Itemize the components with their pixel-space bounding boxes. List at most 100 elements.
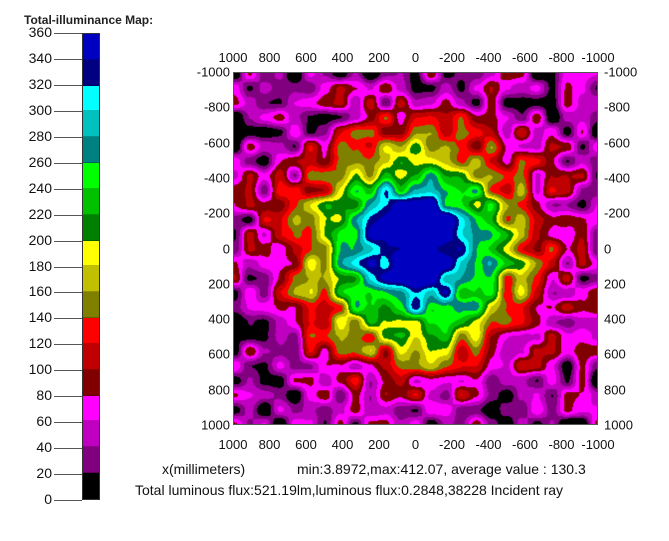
colorbar (82, 33, 100, 500)
x-tick-top: -800 (548, 50, 575, 65)
colorbar-tick-mark (54, 84, 82, 86)
colorbar-tick-mark (54, 33, 82, 34)
colorbar-tick-mark (54, 344, 82, 346)
x-axis-label: x(millimeters) (162, 461, 246, 477)
colorbar-tick-mark (54, 162, 82, 164)
flux-text: Total luminous flux:521.19lm,luminous fl… (135, 482, 564, 498)
x-tick-bottom: 800 (258, 437, 281, 452)
colorbar-tick-mark (54, 318, 82, 320)
x-tick-top: 800 (258, 50, 281, 65)
y-tick-right: 600 (604, 346, 626, 362)
colorbar-tick-label: 240 (28, 179, 52, 196)
colorbar-band (83, 85, 99, 112)
colorbar-tick-mark (54, 448, 82, 450)
x-tick-bottom: 600 (295, 437, 317, 452)
y-tick-right: -200 (604, 205, 631, 221)
stats-text: min:3.8972,max:412.07, average value : 1… (297, 461, 586, 477)
colorbar-band (83, 111, 99, 138)
x-tick-top: 400 (331, 50, 354, 65)
colorbar-tick-label: 140 (28, 309, 52, 326)
y-tick-right: -800 (604, 99, 631, 115)
colorbar-band (83, 240, 99, 267)
x-tick-top: -200 (438, 50, 466, 65)
y-tick-left: -200 (203, 205, 230, 221)
colorbar-tick-label: 200 (28, 231, 52, 248)
colorbar-band (83, 34, 99, 60)
colorbar-tick-mark (54, 58, 82, 60)
colorbar-tick-label: 20 (36, 465, 52, 482)
colorbar-tick-mark (54, 214, 82, 216)
colorbar-tick-label: 100 (28, 361, 52, 378)
y-tick-right: -1000 (604, 64, 638, 80)
colorbar-title: Total-illuminance Map: (24, 13, 154, 27)
x-tick-top: -1000 (581, 50, 615, 65)
colorbar-band (83, 292, 99, 319)
colorbar-tick-mark (54, 292, 82, 294)
colorbar-band (83, 163, 99, 189)
colorbar-tick-mark (54, 136, 82, 138)
x-tick-bottom: 1000 (218, 437, 248, 452)
y-tick-left: -600 (203, 135, 230, 151)
y-tick-left: 1000 (201, 417, 230, 433)
colorbar-tick-label: 220 (28, 205, 52, 222)
colorbar-tick-label: 80 (36, 387, 52, 404)
colorbar-band (83, 59, 99, 86)
colorbar-tick-label: 320 (28, 75, 52, 92)
y-tick-left: -1000 (196, 64, 230, 80)
colorbar-tick-mark (54, 474, 82, 476)
colorbar-tick-mark (54, 500, 82, 501)
colorbar-tick-mark (54, 266, 82, 268)
colorbar-tick-mark (54, 110, 82, 112)
colorbar-band (83, 318, 99, 344)
y-tick-left: -400 (203, 170, 230, 186)
colorbar-tick-label: 160 (28, 283, 52, 300)
y-tick-left: 400 (208, 311, 230, 327)
colorbar-tick-mark (54, 370, 82, 372)
colorbar-tick-label: 120 (28, 335, 52, 352)
colorbar-tick-label: 280 (28, 127, 52, 144)
colorbar-tick-label: 180 (28, 257, 52, 274)
x-tick-top: -400 (475, 50, 502, 65)
x-tick-bottom: -400 (475, 437, 502, 452)
y-tick-left: 200 (208, 276, 230, 292)
x-tick-bottom: -1000 (581, 437, 615, 452)
colorbar-band (83, 395, 99, 422)
colorbar-tick-mark (54, 188, 82, 190)
colorbar-band (83, 447, 99, 474)
x-tick-top: 200 (368, 50, 390, 65)
colorbar-band (83, 137, 99, 164)
colorbar-tick-label: 0 (44, 491, 52, 507)
colorbar-tick-label: 60 (36, 413, 52, 430)
x-tick-bottom: 200 (368, 437, 390, 452)
colorbar-tick-mark (54, 240, 82, 242)
colorbar-tick-label: 360 (28, 24, 52, 40)
y-tick-right: 200 (604, 276, 626, 292)
x-tick-bottom: -800 (548, 437, 575, 452)
colorbar-tick-mark (54, 422, 82, 424)
x-tick-bottom: 400 (331, 437, 354, 452)
y-tick-left: -800 (203, 99, 230, 115)
x-tick-top: 1000 (218, 50, 248, 65)
x-tick-top: 600 (295, 50, 317, 65)
colorbar-band (83, 421, 99, 448)
y-tick-right: -400 (604, 170, 631, 186)
illuminance-heatmap (233, 72, 598, 425)
x-tick-bottom: -600 (511, 437, 539, 452)
colorbar-band (83, 473, 99, 499)
y-tick-left: 600 (208, 346, 230, 362)
colorbar-tick-label: 260 (28, 153, 52, 170)
y-tick-right: 400 (604, 311, 626, 327)
y-tick-right: 800 (604, 382, 626, 398)
colorbar-band (83, 188, 99, 215)
colorbar-tick-label: 300 (28, 101, 52, 118)
colorbar-tick-mark (54, 396, 82, 398)
x-tick-bottom: 0 (411, 437, 420, 452)
colorbar-band (83, 343, 99, 370)
y-tick-right: 1000 (604, 417, 633, 433)
x-tick-top: -600 (511, 50, 539, 65)
colorbar-band (83, 214, 99, 241)
x-tick-top: 0 (411, 50, 420, 65)
colorbar-tick-label: 340 (28, 49, 52, 66)
colorbar-tick-label: 40 (36, 439, 52, 456)
y-tick-left: 800 (208, 382, 230, 398)
